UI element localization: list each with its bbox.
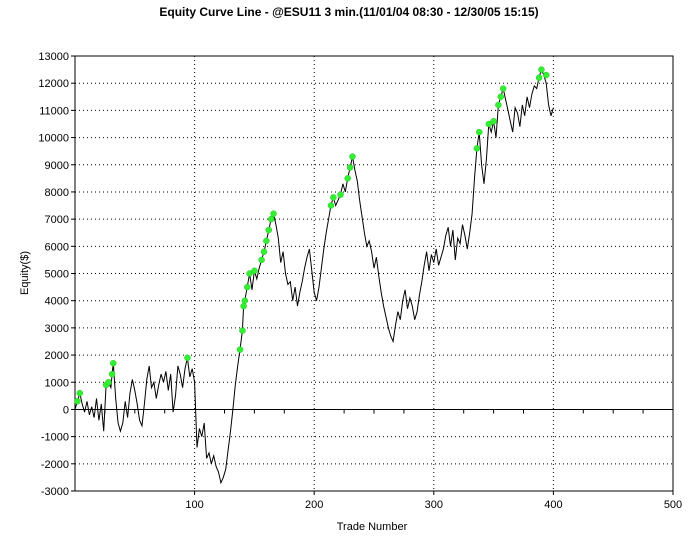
new-high-marker [258,256,265,264]
new-high-marker [74,398,81,405]
new-high-marker [265,226,273,234]
y-tick-label: 8000 [45,187,69,199]
new-high-marker [473,145,481,152]
y-tick-label: 0 [63,404,69,416]
x-tick-label: 300 [425,499,443,511]
new-high-marker [260,248,268,255]
x-tick-label: 200 [305,499,323,511]
y-tick-label: 13000 [38,51,69,63]
new-high-marker [246,270,253,277]
new-high-marker [240,302,247,310]
new-high-marker [184,354,191,362]
y-tick-label: -3000 [41,486,69,498]
new-high-marker [236,346,244,353]
new-high-marker [108,370,116,378]
x-axis-label: Trade Number [337,521,408,533]
new-high-marker [346,164,354,171]
x-tick-label: 100 [185,499,203,511]
x-tick-label: 400 [544,499,562,511]
new-high-marker [535,74,543,81]
new-high-marker [337,191,344,198]
new-high-marker [243,283,251,291]
new-high-marker [490,118,497,125]
y-tick-label: 1000 [45,377,69,389]
new-high-marker [239,327,246,334]
new-high-marker [267,215,275,223]
new-high-marker [542,71,550,79]
y-tick-label: 3000 [45,323,69,335]
equity-line [74,68,554,485]
new-high-marker [344,175,351,182]
chart-title: Equity Curve Line - @ESU11 3 min.(11/01/… [159,5,538,19]
y-tick-label: 10000 [38,133,69,145]
new-high-marker [538,66,545,73]
y-tick-label: -2000 [41,459,69,471]
y-tick-label: 6000 [45,241,69,253]
new-high-marker [475,128,483,136]
y-tick-label: 11000 [39,105,69,117]
new-high-marker [349,153,356,160]
y-tick-label: 5000 [45,269,69,281]
x-tick-label: 500 [664,499,682,511]
y-tick-label: 9000 [45,160,69,172]
y-tick-label: 2000 [45,350,69,362]
y-tick-label: -1000 [41,432,69,444]
new-high-marker [497,93,505,101]
y-tick-label: 7000 [45,214,69,226]
new-high-marker [330,194,337,201]
y-tick-label: 12000 [38,78,69,90]
new-high-marker [263,237,270,245]
new-high-marker [76,389,84,397]
new-high-marker [499,85,507,92]
new-high-marker [105,379,112,386]
new-high-marker [241,297,249,304]
y-tick-label: 4000 [45,296,69,308]
new-high-marker [485,120,493,128]
new-high-marker [251,267,258,275]
y-axis-label: Equity($) [19,251,31,295]
new-high-marker [110,359,117,367]
new-high-marker [327,202,335,209]
new-high-marker [495,101,502,109]
new-high-marker [270,210,277,217]
plot-area: -3000 -2000 -1000 0 1000 2000 3000 4000 5000 6000… [38,51,682,511]
